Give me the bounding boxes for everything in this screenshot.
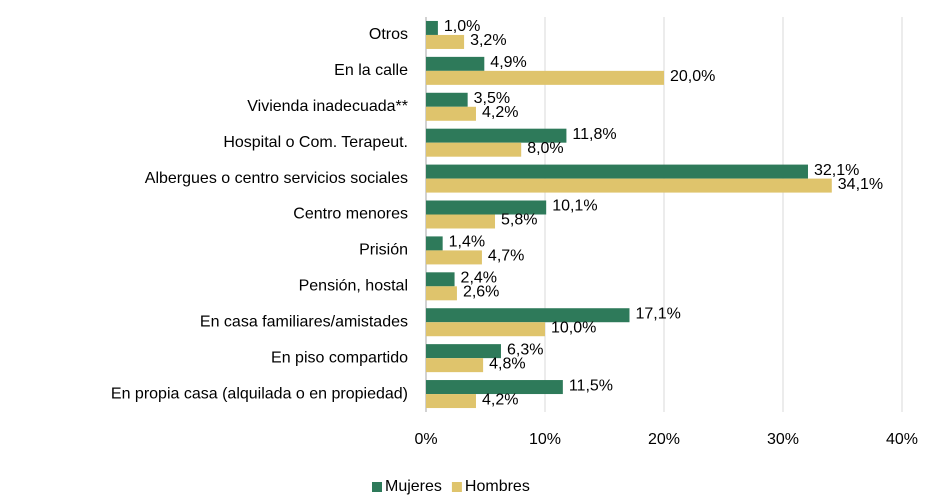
x-tick-label: 0%	[414, 431, 437, 448]
y-tick-label: En propia casa (alquilada o en propiedad…	[111, 385, 408, 402]
value-label: 8,0%	[527, 140, 563, 157]
legend-label: Hombres	[465, 478, 530, 495]
bar	[426, 128, 567, 143]
bar	[426, 380, 563, 395]
value-label: 17,1%	[635, 305, 680, 322]
value-label: 11,5%	[569, 377, 613, 394]
bar	[426, 92, 468, 107]
value-label: 4,9%	[490, 54, 526, 71]
value-label: 5,8%	[501, 212, 537, 229]
value-label: 4,7%	[488, 248, 524, 265]
value-label: 2,4%	[461, 270, 497, 287]
value-label: 1,0%	[444, 18, 480, 35]
value-label: 10,1%	[552, 198, 597, 215]
y-tick-label: Prisión	[359, 242, 408, 259]
x-tick-label: 20%	[648, 431, 680, 448]
value-label: 3,2%	[470, 32, 506, 49]
bar	[426, 34, 465, 49]
bar	[426, 142, 522, 157]
value-label: 34,1%	[838, 176, 883, 193]
bar	[426, 344, 501, 359]
bar	[426, 272, 455, 287]
value-label: 4,2%	[482, 391, 518, 408]
value-label: 1,4%	[449, 234, 485, 251]
bar	[426, 200, 547, 215]
y-tick-label: Hospital o Com. Terapeut.	[223, 134, 408, 151]
y-tick-label: Pensión, hostal	[299, 278, 408, 295]
bar	[426, 56, 485, 71]
x-tick-label: 40%	[886, 431, 918, 448]
legend-swatch	[372, 482, 382, 492]
y-tick-label: Otros	[369, 26, 408, 43]
value-label: 32,1%	[814, 162, 859, 179]
value-label: 6,3%	[507, 341, 543, 358]
bar	[426, 70, 664, 85]
value-label: 3,5%	[474, 90, 510, 107]
bar	[426, 236, 443, 251]
y-tick-label: En piso compartido	[271, 349, 408, 366]
bar	[426, 358, 484, 373]
y-tick-label: Albergues o centro servicios sociales	[145, 170, 408, 187]
value-label: 20,0%	[670, 68, 715, 85]
bar	[426, 250, 482, 265]
bar	[426, 178, 832, 193]
x-tick-label: 30%	[767, 431, 799, 448]
bar	[426, 214, 496, 229]
bar	[426, 20, 438, 35]
legend-label: Mujeres	[385, 478, 442, 495]
value-label: 2,6%	[463, 284, 499, 301]
bar	[426, 286, 457, 301]
y-tick-label: Centro menores	[293, 206, 408, 223]
bar	[426, 106, 476, 121]
value-label: 11,8%	[572, 126, 616, 143]
value-label: 4,2%	[482, 104, 518, 121]
value-label: 10,0%	[551, 319, 596, 336]
y-tick-label: En la calle	[334, 62, 408, 79]
x-tick-label: 10%	[529, 431, 561, 448]
y-tick-label: En casa familiares/amistades	[200, 313, 408, 330]
bar	[426, 308, 630, 323]
bar	[426, 322, 545, 337]
y-tick-label: Vivienda inadecuada**	[247, 98, 408, 115]
legend-swatch	[451, 482, 462, 492]
bar	[426, 164, 808, 179]
value-label: 4,8%	[489, 355, 525, 372]
bar	[426, 394, 476, 409]
